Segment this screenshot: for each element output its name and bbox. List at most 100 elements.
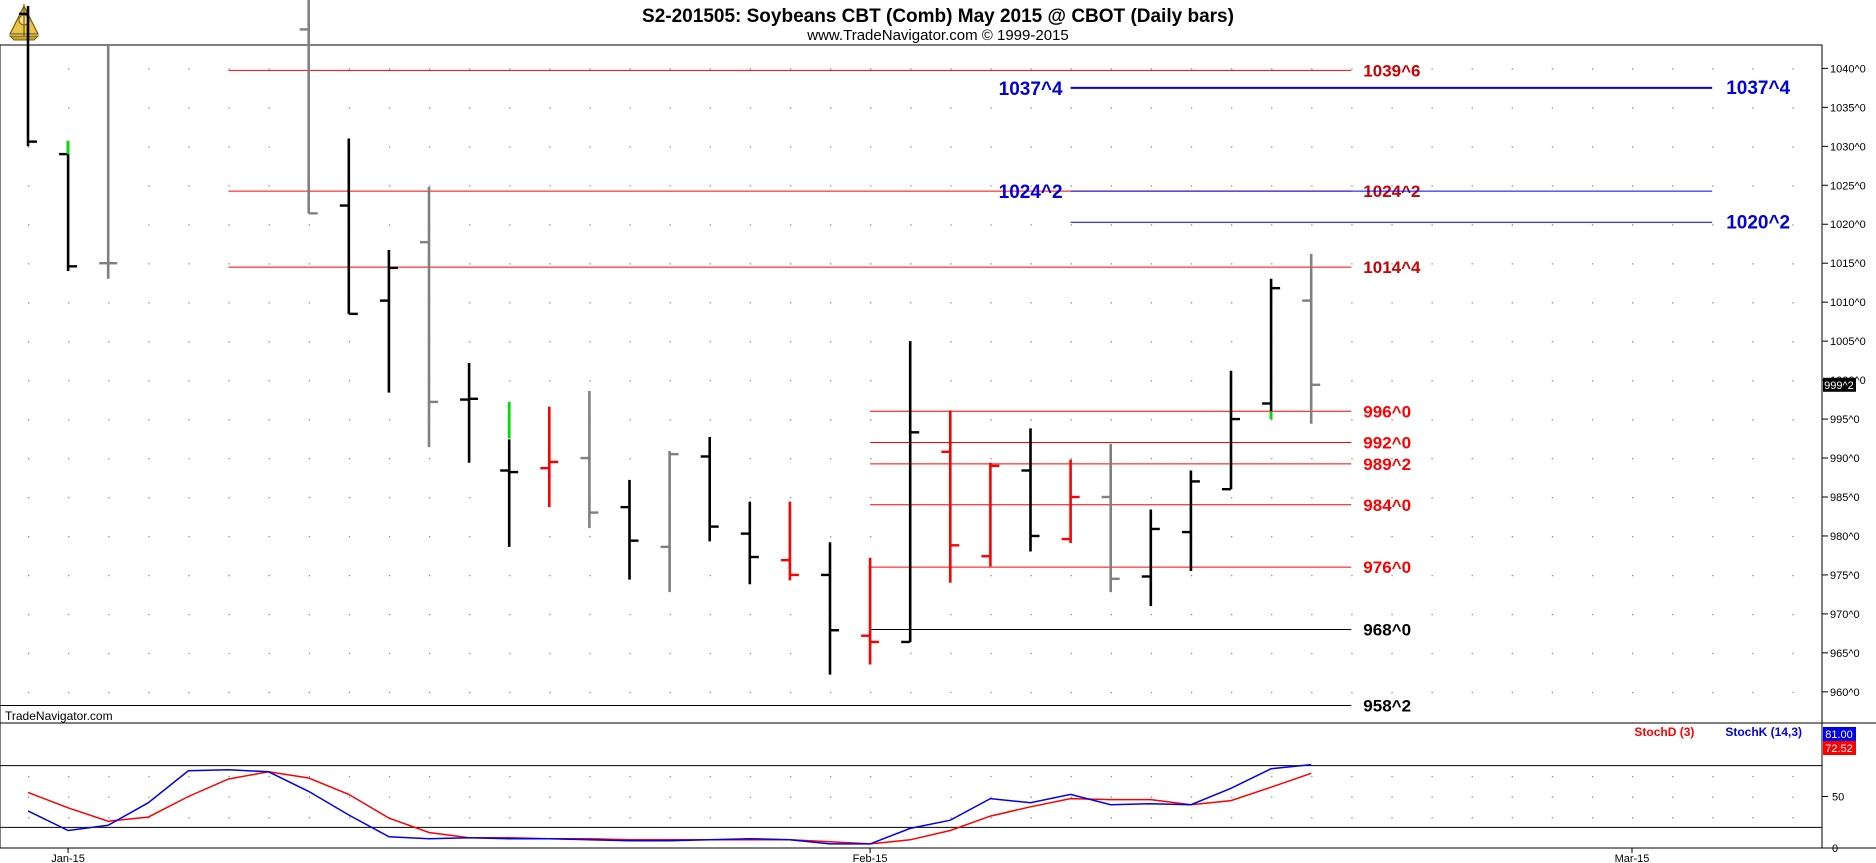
grid-dot <box>1511 497 1513 499</box>
grid-dot <box>1150 652 1153 655</box>
grid-dot <box>1070 419 1072 421</box>
grid-dot <box>108 535 110 538</box>
grid-dot <box>1511 613 1513 616</box>
grid-dot <box>990 224 992 226</box>
grid-dot <box>1471 652 1473 655</box>
grid-dot <box>28 574 30 577</box>
grid-dot <box>1551 775 1554 778</box>
grid-dot <box>669 146 671 148</box>
grid-dot <box>1351 419 1353 421</box>
grid-dot <box>749 817 752 819</box>
grid-dot <box>990 458 992 460</box>
grid-dot <box>1752 185 1754 187</box>
grid-dot <box>1190 817 1193 819</box>
grid-dot <box>1632 380 1634 382</box>
grid-dot <box>348 796 351 798</box>
grid-dot <box>1391 691 1393 694</box>
grid-dot <box>1632 419 1634 421</box>
grid-dot <box>68 535 70 538</box>
grid-dot <box>308 497 310 499</box>
grid-dot <box>1110 107 1112 109</box>
grid-dot <box>549 341 551 343</box>
grid-dot <box>1030 224 1032 226</box>
grid-dot <box>388 652 391 655</box>
grid-dot <box>1231 224 1233 226</box>
grid-dot <box>709 419 711 421</box>
grid-dot <box>1712 107 1714 109</box>
grid-dot <box>1712 302 1714 304</box>
grid-dot <box>1231 796 1233 798</box>
grid-dot <box>108 775 110 778</box>
grid-dot <box>830 691 832 694</box>
grid-dot <box>1672 497 1674 499</box>
grid-dot <box>148 535 150 538</box>
value-badge <box>1823 741 1856 755</box>
grid-dot <box>509 68 511 70</box>
grid-dot <box>1271 574 1273 577</box>
grid-dot <box>1471 341 1473 343</box>
grid-dot <box>1070 458 1072 460</box>
grid-dot <box>749 146 752 148</box>
grid-dot <box>1271 419 1273 421</box>
grid-dot <box>950 185 952 187</box>
grid-dot <box>1591 574 1594 577</box>
grid-dot <box>188 146 190 148</box>
grid-dot <box>830 796 832 798</box>
grid-dot <box>749 691 752 694</box>
grid-dot <box>1792 419 1794 421</box>
grid-dot <box>1511 691 1513 694</box>
grid-dot <box>870 263 872 265</box>
grid-dot <box>1431 68 1433 70</box>
grid-dot <box>1672 775 1674 778</box>
grid-dot <box>1150 380 1153 382</box>
grid-dot <box>1231 341 1233 343</box>
grid-dot <box>228 146 230 148</box>
grid-dot <box>870 691 872 694</box>
grid-dot <box>1351 341 1353 343</box>
grid-dot <box>268 341 270 343</box>
grid-dot <box>1511 380 1513 382</box>
grid-dot <box>589 302 591 304</box>
grid-dot <box>589 775 591 778</box>
grid-dot <box>348 574 351 577</box>
grid-dot <box>188 574 190 577</box>
grid-dot <box>1551 107 1554 109</box>
grid-dot <box>1431 302 1433 304</box>
grid-dot <box>1351 458 1353 460</box>
grid-dot <box>68 302 70 304</box>
grid-dot <box>469 574 471 577</box>
grid-dot <box>1672 302 1674 304</box>
grid-dot <box>1591 341 1594 343</box>
grid-dot <box>1511 263 1513 265</box>
grid-dot <box>830 419 832 421</box>
grid-dot <box>1231 574 1233 577</box>
grid-dot <box>669 263 671 265</box>
grid-dot <box>509 107 511 109</box>
grid-dot <box>1271 107 1273 109</box>
level-label: 996^0 <box>1363 402 1411 421</box>
grid-dot <box>1591 817 1594 819</box>
grid-dot <box>1190 185 1193 187</box>
grid-dot <box>1792 796 1794 798</box>
grid-dot <box>1311 775 1313 778</box>
grid-dot <box>789 419 792 421</box>
legend-item: StochD (3) <box>1634 725 1694 739</box>
grid-dot <box>1712 535 1714 538</box>
grid-dot <box>1351 497 1353 499</box>
grid-dot <box>1030 817 1032 819</box>
grid-dot <box>1311 185 1313 187</box>
grid-dot <box>1752 419 1754 421</box>
grid-dot <box>1792 613 1794 616</box>
grid-dot <box>1591 263 1594 265</box>
grid-dot <box>990 817 992 819</box>
grid-dot <box>789 341 792 343</box>
grid-dot <box>469 535 471 538</box>
grid-dot <box>870 341 872 343</box>
grid-dot <box>1070 302 1072 304</box>
grid-dot <box>1632 302 1634 304</box>
grid-dot <box>429 107 431 109</box>
grid-dot <box>429 458 431 460</box>
grid-dot <box>388 796 391 798</box>
grid-dot <box>469 146 471 148</box>
grid-dot <box>910 224 912 226</box>
